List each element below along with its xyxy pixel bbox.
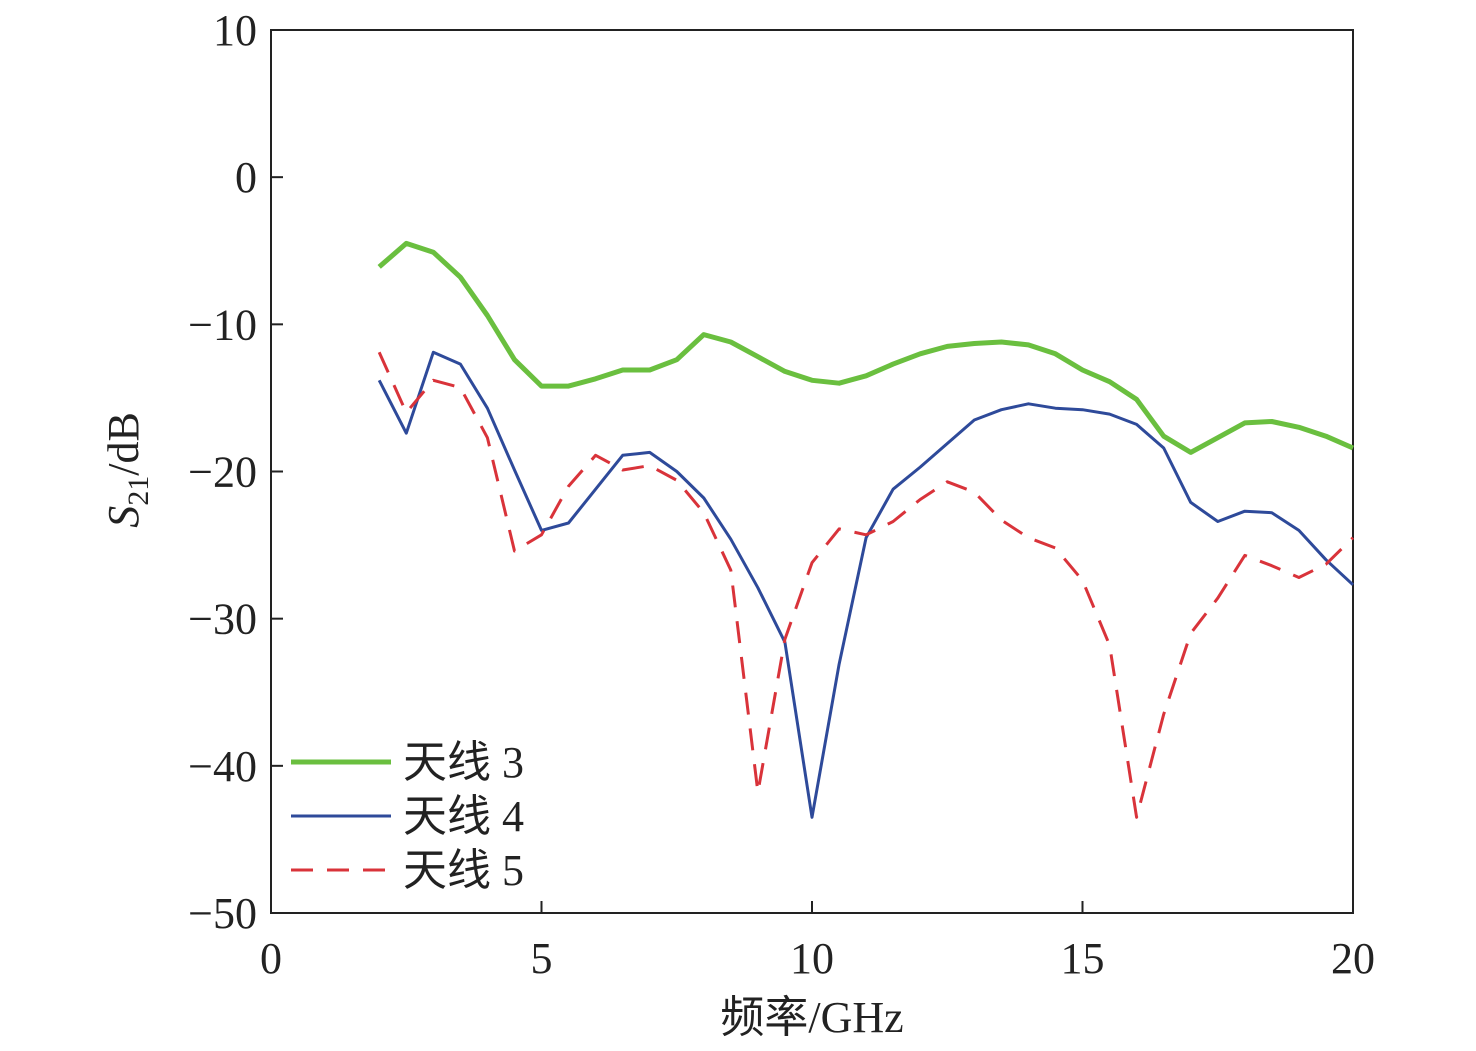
series-line [377,350,1355,819]
y-tick-label: −10 [188,300,257,349]
series-line [377,240,1355,455]
x-tick-label: 15 [1061,934,1105,983]
y-label-sub: 21 [122,476,155,506]
y-axis-label: S21/dB [99,412,155,528]
legend-label: 天线 4 [403,792,524,841]
y-tick-label: −20 [188,448,257,497]
y-tick-label: −30 [188,595,257,644]
x-tick-label: 0 [260,934,282,983]
x-tick-label: 20 [1331,934,1375,983]
y-label-unit: /dB [99,412,148,476]
legend-label: 天线 3 [403,738,524,787]
y-tick-label: 10 [213,6,257,55]
y-tick-label: −40 [188,742,257,791]
x-tick-label: 10 [790,934,834,983]
y-tick-label: −50 [188,889,257,938]
y-tick-label: 0 [235,153,257,202]
x-axis-label: 频率/GHz [720,993,903,1042]
legend-label: 天线 5 [403,846,524,895]
y-label-main: S [99,506,148,528]
x-tick-label: 5 [531,934,553,983]
plot-frame [270,29,1354,914]
series-line [377,351,1355,819]
